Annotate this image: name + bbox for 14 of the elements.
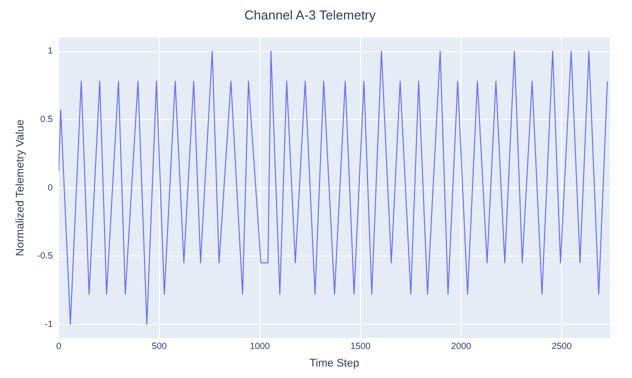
x-axis-title: Time Step [309, 357, 360, 370]
y-tick-label: 1 [48, 46, 53, 56]
y-axis-title: Normalized Telemetry Value [14, 120, 27, 256]
x-tick-label: 1000 [250, 340, 270, 351]
y-tick-label: 0.5 [40, 114, 53, 124]
x-tick-label: 2500 [552, 340, 572, 351]
y-tick-label: -0.5 [37, 250, 53, 261]
x-tick-label: 1500 [350, 340, 371, 351]
x-tick-label: 500 [152, 340, 167, 351]
y-tick-label: 0 [48, 182, 53, 192]
chart-title: Channel A-3 Telemetry [244, 7, 376, 22]
y-tick-label: -1 [44, 318, 53, 329]
x-tick-label: 2000 [451, 340, 472, 351]
x-tick-label: 0 [56, 340, 62, 351]
